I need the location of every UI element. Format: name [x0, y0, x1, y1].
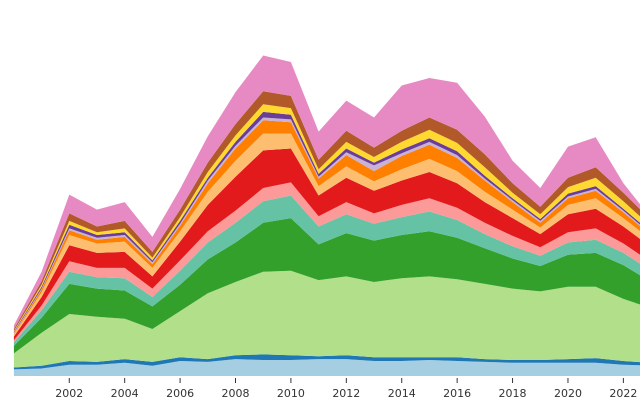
x-tick-label-2022: 2022: [609, 387, 637, 400]
x-tick-label-2016: 2016: [443, 387, 471, 400]
x-tick-label-2006: 2006: [166, 387, 194, 400]
area-series-6: [13, 182, 640, 343]
x-tick-label-2014: 2014: [388, 387, 416, 400]
x-tick-label-2008: 2008: [221, 387, 249, 400]
x-tick-label-2002: 2002: [55, 387, 83, 400]
area-layers: [13, 55, 640, 376]
x-tick-label-2010: 2010: [277, 387, 305, 400]
area-series-2: [13, 354, 640, 370]
x-tick-label-2018: 2018: [499, 387, 527, 400]
area-series-1: [13, 359, 640, 376]
area-series-4: [13, 218, 640, 354]
area-series-3: [13, 270, 640, 368]
area-series-14: [13, 55, 640, 329]
x-tick-label-2020: 2020: [554, 387, 582, 400]
x-tick-label-2004: 2004: [111, 387, 139, 400]
x-axis: 2002 2004 2006 2008 2010 2012 2014 2016 2018 2020…: [55, 378, 637, 400]
x-tick-label-2012: 2012: [332, 387, 360, 400]
area-series-5: [13, 195, 640, 346]
